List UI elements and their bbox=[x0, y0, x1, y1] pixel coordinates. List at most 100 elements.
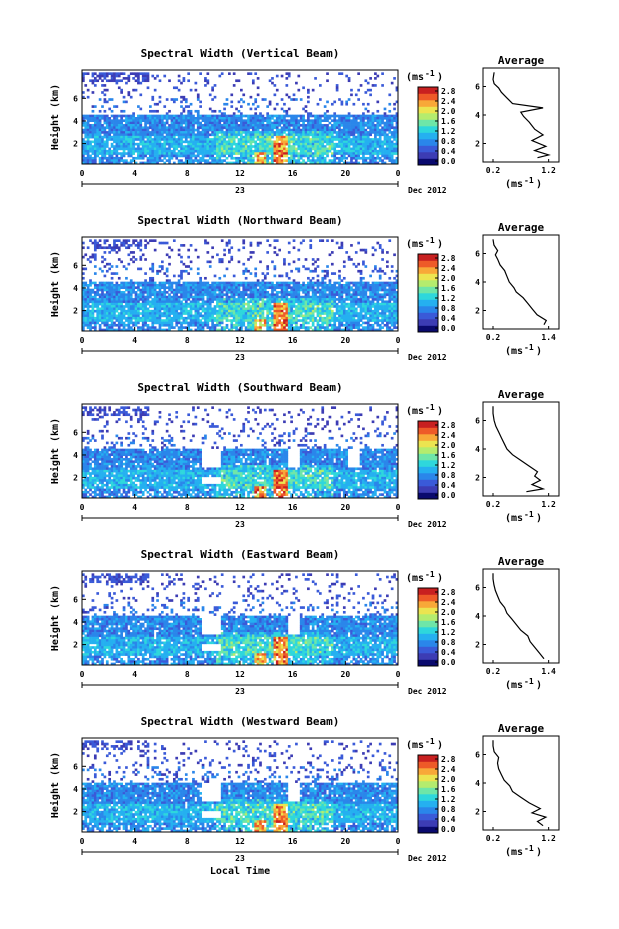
y-tick-label: 4 bbox=[73, 618, 78, 627]
profile-title: Average bbox=[498, 54, 545, 67]
colorbar-swatch bbox=[418, 447, 438, 454]
colorbar-tick-label: 1.6 bbox=[441, 785, 456, 794]
colorbar-tick-label: 2.0 bbox=[441, 441, 456, 450]
colorbar-swatch bbox=[418, 473, 438, 480]
profile-x-label-sup: -1 bbox=[524, 844, 534, 853]
date-label: 23 bbox=[235, 687, 245, 696]
x-tick-label: 0 bbox=[80, 670, 85, 679]
profile-y-tick-label: 4 bbox=[475, 779, 480, 788]
colorbar-tick-label: 2.8 bbox=[441, 755, 456, 764]
colorbar-frame bbox=[417, 587, 439, 667]
colorbar-swatch bbox=[418, 93, 438, 101]
colorbar-unit-sup: -1 bbox=[425, 570, 435, 579]
colorbar-swatch bbox=[418, 158, 438, 166]
colorbar-tick-label: 0.8 bbox=[441, 638, 456, 647]
y-tick-label: 2 bbox=[73, 474, 78, 483]
colorbar-swatch bbox=[418, 633, 438, 641]
colorbar-frame bbox=[417, 754, 439, 834]
profile-y-tick-label: 4 bbox=[475, 111, 480, 120]
profile-y-tick-label: 4 bbox=[475, 445, 480, 454]
colorbar-swatch bbox=[418, 126, 438, 133]
profile-frame bbox=[482, 401, 560, 497]
profile-line bbox=[492, 573, 545, 660]
colorbar: 2.82.42.01.61.20.80.40.0 bbox=[417, 754, 456, 834]
x-tick-label: 20 bbox=[341, 670, 351, 679]
y-tick-label: 6 bbox=[73, 762, 78, 771]
colorbar-swatch bbox=[418, 588, 438, 595]
x-tick-label: 0 bbox=[396, 503, 401, 512]
colorbar-swatch bbox=[418, 594, 438, 602]
x-tick-label: 8 bbox=[185, 336, 190, 345]
average-profile: Average64260.21.4(ms-1) bbox=[475, 555, 560, 691]
colorbar-tick-label: 2.0 bbox=[441, 608, 456, 617]
heatmap-cells bbox=[82, 740, 399, 833]
panel-title: Spectral Width (Southward Beam) bbox=[137, 381, 342, 394]
colorbar-swatch bbox=[418, 787, 438, 795]
profile-frame bbox=[482, 67, 560, 163]
profile-title: Average bbox=[498, 555, 545, 568]
x-tick-label: 20 bbox=[341, 837, 351, 846]
profile-x-label-sup: -1 bbox=[524, 677, 534, 686]
profile-line bbox=[492, 239, 548, 325]
colorbar-tick-label: 0.0 bbox=[441, 658, 456, 667]
colorbar-swatch bbox=[418, 453, 438, 461]
colorbar-swatch bbox=[418, 607, 438, 615]
colorbar-tick-label: 0.0 bbox=[441, 825, 456, 834]
colorbar-tick-label: 2.4 bbox=[441, 598, 456, 607]
colorbar-swatch bbox=[418, 466, 438, 474]
panel-1: Spectral Width (Northward Beam) 6 4 2 6 Heigh… bbox=[49, 214, 560, 362]
profile-y-tick-label: 6 bbox=[475, 751, 480, 760]
colorbar-swatch bbox=[418, 325, 438, 333]
colorbar-tick-label: 2.8 bbox=[441, 87, 456, 96]
colorbar-tick-label: 0.4 bbox=[441, 481, 456, 490]
profile-title: Average bbox=[498, 388, 545, 401]
profile-y-tick-label: 4 bbox=[475, 612, 480, 621]
colorbar-tick-label: 0.4 bbox=[441, 815, 456, 824]
panel-title: Spectral Width (Eastward Beam) bbox=[141, 548, 340, 561]
colorbar: 2.82.42.01.61.20.80.40.0 bbox=[417, 587, 456, 667]
colorbar-swatch bbox=[418, 119, 438, 127]
profile-y-tick-label: 2 bbox=[475, 139, 480, 148]
y-tick-label: 6 bbox=[73, 261, 78, 270]
colorbar-tick-label: 2.8 bbox=[441, 254, 456, 263]
profile-x-tick-label: 0.2 bbox=[486, 333, 501, 342]
date-month-label: Dec 2012 bbox=[408, 687, 447, 696]
colorbar-unit-sup: -1 bbox=[425, 69, 435, 78]
colorbar-tick-label: 0.8 bbox=[441, 304, 456, 313]
colorbar-tick-label: 2.0 bbox=[441, 274, 456, 283]
x-tick-label: 12 bbox=[235, 837, 245, 846]
x-tick-label: 12 bbox=[235, 169, 245, 178]
profile-y-tick-label: 6 bbox=[475, 584, 480, 593]
colorbar-tick-label: 2.8 bbox=[441, 588, 456, 597]
colorbar-swatch bbox=[418, 139, 438, 146]
colorbar-unit-sup: -1 bbox=[425, 403, 435, 412]
profile-x-label: (ms bbox=[505, 680, 523, 691]
colorbar-swatch bbox=[418, 601, 438, 608]
colorbar-tick-label: 1.6 bbox=[441, 618, 456, 627]
y-tick-label: 6 bbox=[73, 94, 78, 103]
date-month-label: Dec 2012 bbox=[408, 353, 447, 362]
colorbar-unit: (ms bbox=[406, 72, 424, 83]
date-month-label: Dec 2012 bbox=[408, 520, 447, 529]
profile-x-label-close: ) bbox=[536, 179, 542, 190]
colorbar-tick-label: 0.0 bbox=[441, 157, 456, 166]
profile-x-tick-label: 1.2 bbox=[541, 500, 556, 509]
y-tick-label: 2 bbox=[73, 808, 78, 817]
colorbar-swatch bbox=[418, 299, 438, 307]
profile-x-label: (ms bbox=[505, 513, 523, 524]
date-month-label: Dec 2012 bbox=[408, 854, 447, 863]
colorbar-swatch bbox=[418, 87, 438, 94]
colorbar-frame bbox=[417, 86, 439, 166]
panel-2: Spectral Width (Southward Beam) 6 4 2 6 Heigh… bbox=[49, 381, 560, 529]
profile-line bbox=[492, 740, 548, 827]
colorbar-swatch bbox=[418, 826, 438, 834]
colorbar-tick-label: 2.0 bbox=[441, 775, 456, 784]
x-tick-label: 4 bbox=[132, 837, 137, 846]
colorbar-unit-close: ) bbox=[437, 573, 443, 584]
colorbar-unit-close: ) bbox=[437, 406, 443, 417]
heatmap-cells bbox=[82, 239, 399, 332]
colorbar-tick-label: 2.4 bbox=[441, 97, 456, 106]
profile-y-tick-label: 2 bbox=[475, 640, 480, 649]
profile-x-tick-label: 1.4 bbox=[541, 667, 556, 676]
